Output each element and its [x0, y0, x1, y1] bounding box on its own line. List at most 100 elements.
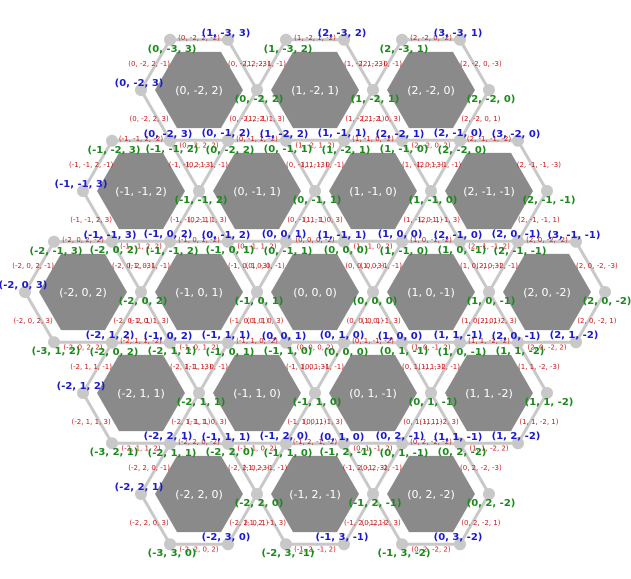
hex-cell-label: (0, 1, -1): [349, 387, 397, 400]
edge-label: (1, -1, 0, 2): [353, 242, 392, 250]
vertex-dot: [135, 84, 147, 96]
vertex-label-right: (-1, 3, -2): [378, 548, 431, 559]
edge-label: (-2, 1, 1, -1): [70, 363, 112, 371]
edge-line: [313, 342, 346, 394]
hex-cell: [97, 152, 185, 230]
edge-line: [429, 342, 462, 394]
edge-label: (1, 1, -2, -2): [468, 337, 510, 345]
edge-label: (-1, 0, 1, -3): [228, 262, 270, 270]
edge-label: (-1, 1, 0, 2): [237, 444, 276, 452]
edge-line: [226, 241, 259, 293]
edge-label: (-2, 1, 1, -3): [170, 363, 212, 371]
vertex-label-right: (0, -3, 3): [148, 44, 197, 55]
vertex-dot: [164, 33, 176, 46]
vertex-label-left: (2, 1, -2): [550, 330, 599, 341]
vertex-dot: [599, 286, 611, 298]
vertex-dot: [251, 286, 263, 298]
vertex-dot: [106, 336, 118, 349]
edge-label: (-2, 2, 0, -3): [228, 464, 270, 472]
vertex-label-right: (2, -3, 1): [380, 44, 429, 55]
vertex-dot: [164, 437, 176, 450]
edge-label: (0, -1, 1, 1): [287, 216, 326, 224]
edge-line: [255, 443, 288, 495]
vertex-label-right: (-1, 0, 1): [206, 347, 255, 358]
edge-label: (1, 0, -1, -3): [460, 262, 502, 270]
vertex-label-left: (-2, 2, 1): [144, 431, 193, 442]
edge-label: (0, -2, 2, -2): [178, 34, 220, 42]
edge-line: [197, 342, 230, 394]
edge-label: (1, -2, 1, 2): [295, 141, 334, 149]
vertex-label-right: (-1, 2, -1): [320, 447, 373, 458]
vertex-label-left: (1, 0, 0): [378, 331, 423, 342]
vertex-label-left: (0, -2, 3): [144, 129, 193, 140]
cells: (-2, 0, 2) (-1, -1, 2) (0, -2, 2) (-2, 1, 1…: [39, 51, 591, 533]
edge-label: (0, 2, -2, 2): [411, 545, 450, 553]
vertex-dot: [193, 185, 205, 197]
edge-line: [226, 39, 259, 91]
vertex-label-right: (-3, 1, 2): [32, 346, 81, 357]
vertex-label-right: (0, 1, -1): [380, 448, 429, 459]
edge-line: [342, 241, 375, 293]
hex-cell-label: (2, -2, 0): [407, 84, 455, 97]
edge-line: [516, 190, 549, 242]
vertex-dot: [396, 235, 408, 248]
vertex-label-right: (-2, 0, 2): [119, 296, 168, 307]
edge-label: (1, 0, -1, -1): [360, 262, 402, 270]
edge-line: [226, 291, 259, 343]
edge-line: [342, 493, 375, 545]
edge-line: [342, 39, 375, 91]
edge-label: (-2, 0, 2, -3): [112, 262, 154, 270]
edge-label: (0, 2, -2, 3): [362, 519, 401, 527]
hex-cell-label: (0, -1, 1): [233, 185, 281, 198]
edge-label: (2, 0, -2, 1): [577, 317, 616, 325]
vertex-label-right: (-1, 1, 0): [293, 397, 342, 408]
vertex-label-left: (0, 0, 1): [262, 229, 307, 240]
edge-line: [516, 342, 549, 394]
vertex-label-right: (0, -2, 2): [206, 145, 255, 156]
vertex-label-left: (-2, 2, 1): [115, 482, 164, 493]
edge-label: (1, 1, -2, -1): [418, 363, 460, 371]
edge-line: [371, 89, 404, 141]
edge-label: (0, 1, -1, -2): [352, 337, 394, 345]
vertex-dot: [77, 387, 89, 399]
vertex-dot: [251, 84, 263, 96]
vertex-dot: [19, 286, 31, 298]
vertex-label-right: (-1, 2, -1): [349, 498, 402, 509]
edge-label: (-1, 1, 0, 1): [287, 418, 326, 426]
edge-line: [429, 392, 462, 444]
vertex-dot: [425, 387, 437, 399]
hex-cell: [271, 455, 359, 533]
edge-label: (-2, 1, 1, 3): [72, 418, 111, 426]
vertex-dot: [77, 185, 89, 197]
edge-line: [371, 291, 404, 343]
edge-line: [313, 140, 346, 192]
edge-label: (0, 2, -2, -1): [360, 464, 402, 472]
edge-line: [255, 89, 288, 141]
vertex-dot: [164, 235, 176, 248]
vertex-label-right: (0, -1, 1): [293, 195, 342, 206]
vertex-dot: [280, 235, 292, 248]
vertex-label-right: (2, -1, -1): [494, 246, 547, 257]
vertex-label-left: (0, 2, -1): [376, 431, 425, 442]
edge-line: [313, 392, 346, 444]
vertex-dot: [309, 387, 321, 399]
vertex-label-right: (-1, -1, 2): [146, 144, 199, 155]
hex-cell-label: (-1, 1, 0): [233, 387, 281, 400]
edge-line: [255, 39, 288, 91]
edge-line: [81, 342, 114, 394]
edge-label: (0, 1, -1, 1): [403, 418, 442, 426]
vertex-label-left: (1, 0, 0): [378, 229, 423, 240]
vertex-dot: [483, 84, 495, 96]
vertex-dot: [425, 185, 437, 197]
vertex-label-right: (1, 1, -2): [496, 346, 545, 357]
vertex-label-right: (1, -3, 2): [264, 44, 313, 55]
vertex-label-left: (0, 3, -2): [434, 532, 483, 543]
vertex-label-right: (-1, -1, 2): [175, 195, 228, 206]
vertex-label-left: (-1, 0, 2): [144, 331, 193, 342]
vertex-dot: [396, 538, 408, 551]
vertex-dot: [338, 538, 350, 551]
hex-cell-label: (2, 0, -2): [523, 286, 571, 299]
edge-line: [429, 190, 462, 242]
vertex-label-right: (1, -1, 0): [380, 246, 429, 257]
vertex-dot: [338, 134, 350, 147]
